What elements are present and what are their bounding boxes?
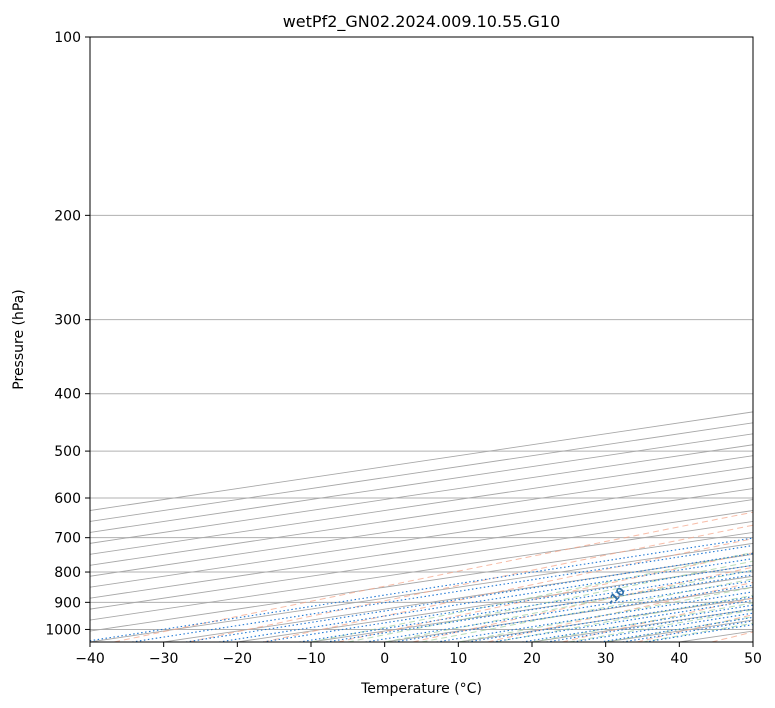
mixing-ratio-line [546, 608, 753, 642]
x-tick-label: 20 [523, 651, 541, 667]
mixing-ratio-line [185, 553, 753, 642]
y-tick-label: 1000 [45, 622, 81, 638]
isotherm-line [90, 499, 753, 599]
isotherm-line [90, 531, 753, 632]
dry-adiabat [188, 524, 753, 642]
x-tick-label: −10 [296, 651, 326, 667]
mixing-ratio-line [218, 558, 753, 642]
x-tick-label: 0 [380, 651, 389, 667]
dry-adiabat [263, 538, 753, 642]
y-tick-label: 100 [54, 30, 81, 46]
y-tick-label: 700 [54, 531, 81, 547]
isotherm-line [90, 466, 753, 566]
isotherm-line [90, 477, 753, 577]
mixing-ratio-line [522, 604, 753, 642]
mixing-ratio-line [599, 616, 753, 642]
y-tick-label: 900 [54, 595, 81, 611]
y-axis-label: Pressure (hPa) [11, 289, 27, 389]
mixing-ratio-line [572, 612, 753, 642]
moist-adiabat [495, 594, 753, 642]
y-axis-ticks: 100 200 300 400 500 600 700 800 900 1000 [45, 30, 90, 638]
y-tick-label: 500 [54, 444, 81, 460]
moist-adiabat [310, 551, 753, 642]
x-axis-label: Temperature (°C) [360, 681, 482, 697]
background-lines [90, 411, 753, 642]
x-tick-label: −30 [149, 651, 179, 667]
isotherm-line [90, 488, 753, 588]
y-tick-label: 600 [54, 491, 81, 507]
y-tick-label: 800 [54, 565, 81, 581]
moist-adiabat [421, 578, 753, 642]
isotherm-line [90, 520, 753, 621]
x-tick-label: −40 [75, 651, 105, 667]
x-tick-label: −20 [223, 651, 253, 667]
y-tick-label: 300 [54, 313, 81, 329]
plot-frame [89, 36, 754, 643]
dry-adiabat [487, 581, 753, 642]
x-tick-label: 30 [597, 651, 615, 667]
y-tick-label: 400 [54, 387, 81, 403]
x-tick-label: 10 [449, 651, 467, 667]
chart-title: wetPf2_GN02.2024.009.10.55.G10 [283, 12, 561, 32]
x-tick-label: 50 [744, 651, 762, 667]
isotherm-line [90, 510, 753, 610]
y-tick-label: 200 [54, 208, 81, 224]
x-axis-ticks: −40 −30 −20 −10 0 10 20 30 40 50 [75, 642, 762, 667]
mixing-ratio-line [131, 544, 753, 642]
isotherm-line [90, 455, 753, 555]
x-tick-label: 40 [670, 651, 688, 667]
isotherm-line [90, 444, 753, 544]
